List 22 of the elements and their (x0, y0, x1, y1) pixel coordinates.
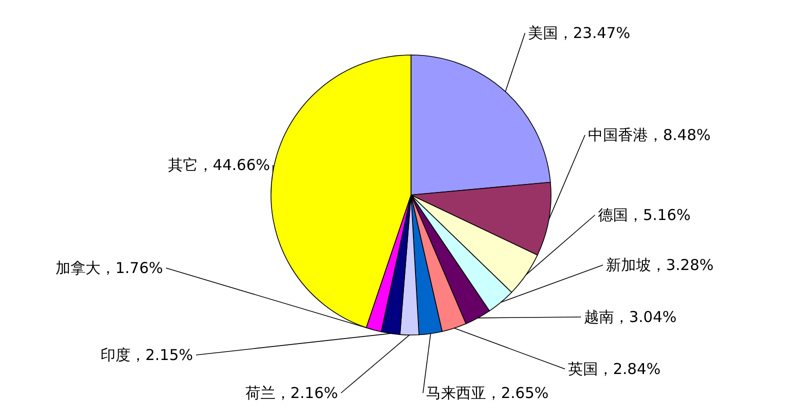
data-label: ，2.15% (130, 346, 193, 364)
slice-label: 越南 (584, 308, 614, 326)
slice-label: 马来西亚 (426, 384, 486, 402)
slice-label: 中国香港 (588, 126, 648, 144)
data-label: ，2.16% (275, 384, 338, 402)
slice-label: 英国 (568, 360, 598, 378)
slice-label: 美国 (528, 24, 558, 42)
slice-label: 德国 (598, 206, 628, 224)
data-label: ，23.47% (558, 24, 630, 42)
data-label: ，3.04% (614, 308, 677, 326)
slice-label: 其它 (168, 156, 198, 174)
data-label: ，8.48% (648, 126, 711, 144)
data-label: ，2.65% (486, 384, 549, 402)
slice-label: 加拿大 (55, 259, 100, 277)
data-label: ，3.28% (651, 256, 714, 274)
data-label: ，1.76% (100, 259, 163, 277)
data-label: ，2.84% (598, 360, 661, 378)
data-label: ，5.16% (628, 206, 691, 224)
slice-label: 新加坡 (606, 256, 651, 274)
slice-label: 荷兰 (245, 384, 276, 402)
slice-label: 印度 (100, 346, 130, 364)
data-label: ，44.66% (198, 156, 270, 174)
